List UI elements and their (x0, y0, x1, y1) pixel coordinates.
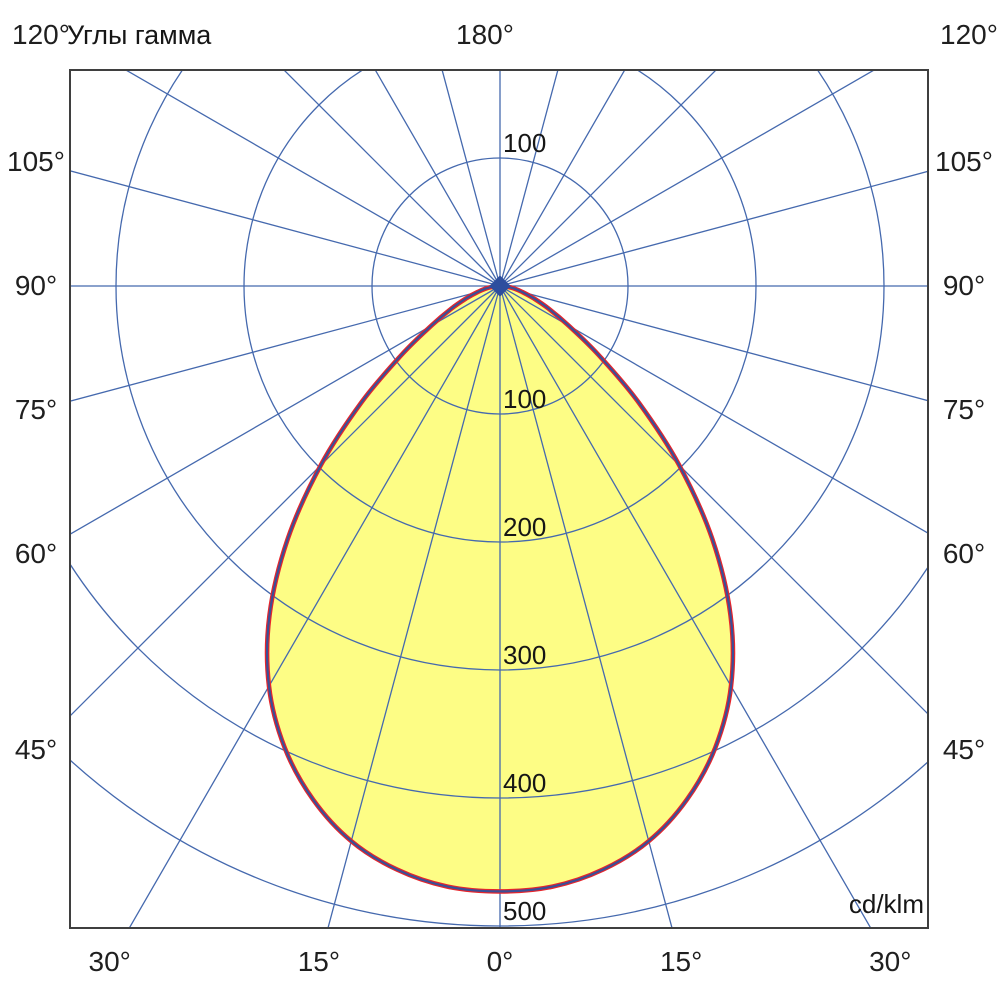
radial-label-100-above: 100 (503, 128, 547, 158)
grid-ray-150 (499, 70, 626, 287)
radial-label-400-below: 400 (503, 768, 547, 798)
grid-ray-105 (499, 170, 928, 287)
grid-ray-165 (499, 70, 559, 287)
angle-label-right-45: 45° (942, 734, 986, 765)
angle-label-left-90: 90° (14, 270, 58, 301)
grid-ray-255 (70, 170, 501, 287)
grid-ray-345 (327, 285, 501, 928)
grid-ray-45 (499, 285, 928, 715)
angle-label-right-90: 90° (942, 270, 986, 301)
grid-ray-330 (128, 285, 501, 928)
radial-label-300-below: 300 (503, 640, 547, 670)
angle-label-180-top-center: 180° (456, 19, 514, 50)
radial-label-500-below: 500 (503, 896, 547, 926)
angle-label-right-105: 105° (935, 145, 993, 177)
angle-label-120-top-right: 120° (940, 19, 998, 50)
radial-label-100-below: 100 (503, 384, 547, 414)
angle-label-left-75: 75° (14, 394, 58, 426)
grid-ray-225 (283, 70, 501, 287)
angle-label-right-75: 75° (942, 394, 986, 426)
grid-ray-285 (70, 285, 501, 402)
angle-label-left-60: 60° (14, 537, 58, 569)
angle-label-bottom-left-30: 30° (88, 946, 131, 977)
grid-ray-120 (499, 70, 876, 287)
grid-ray-315 (70, 285, 501, 717)
angle-label-bottom-left-15: 15° (297, 946, 341, 977)
grid-ray-60 (499, 285, 928, 534)
angle-label-bottom-0: 0° (486, 946, 514, 977)
grid-ray-300 (70, 285, 501, 536)
unit-label-cd-klm: cd/klm (848, 889, 924, 919)
radial-label-200-below: 200 (503, 512, 547, 542)
grid-ray-15 (499, 285, 673, 928)
angle-label-left-105: 105° (7, 145, 65, 177)
curve-blue (265, 284, 735, 893)
grid-ray-195 (441, 70, 501, 287)
grid-ray-135 (499, 70, 717, 287)
grid-ray-30 (499, 285, 872, 928)
grid-ray-75 (499, 285, 928, 402)
grid-ray-210 (374, 70, 501, 287)
angle-label-bottom-right-30: 30° (869, 946, 912, 977)
angle-label-120-top-left: 120° (12, 19, 70, 50)
angle-label-right-60: 60° (942, 537, 986, 569)
chart-title: Углы гамма (67, 20, 212, 50)
angle-label-bottom-right-15: 15° (659, 946, 703, 977)
angle-label-left-45: 45° (14, 734, 58, 765)
grid-ray-240 (124, 70, 501, 287)
plot-border (69, 69, 929, 929)
